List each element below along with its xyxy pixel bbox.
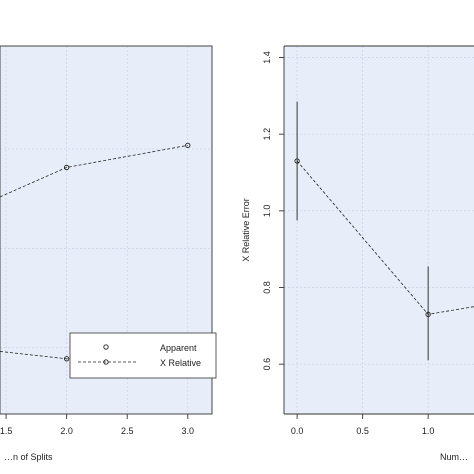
x-tick-label: 0.0 [291,426,304,436]
x-tick-label: 2.0 [60,426,73,436]
y-tick-label: 1.4 [262,51,272,64]
x-axis-title: …n of Splits [4,452,53,462]
legend-label-x-relative: X Relative [160,358,201,368]
data-point-x-relative [425,311,431,317]
y-tick-label: 0.8 [262,281,272,294]
data-point-x-relative [63,356,70,362]
left-chart-panel: 1.5 2.0 2.5 3.0 …n of Splits Apparent X Relati… [0,45,217,462]
y-tick-label: 1.2 [262,128,272,141]
y-axis-title: X Relative Error [241,198,251,262]
legend: Apparent X Relative [69,332,217,379]
x-axis-title: Num… [440,452,468,462]
x-tick-label: 0.5 [356,426,369,436]
x-tick-label: 2.5 [121,426,134,436]
data-point-x-relative [294,158,300,164]
plot-background [284,46,474,414]
y-tick-label: 0.6 [262,358,272,371]
data-point-apparent [185,142,191,149]
x-tick-label: 3.0 [182,426,195,436]
legend-marker-apparent [103,344,109,350]
y-tick-label: 1.0 [262,205,272,218]
plot-frame [0,45,213,415]
right-chart-panel: 0.6 0.8 1.0 1.2 1.4 X Relative Error 0.0 0.5 1.0… [241,45,474,462]
x-tick-label: 1.5 [0,426,12,436]
data-point-apparent [63,164,70,171]
legend-label-apparent: Apparent [160,343,197,353]
x-tick-label: 1.0 [422,426,435,436]
series-line-apparent [0,144,188,198]
legend-marker-x-relative [103,359,109,365]
legend-box [69,332,217,379]
